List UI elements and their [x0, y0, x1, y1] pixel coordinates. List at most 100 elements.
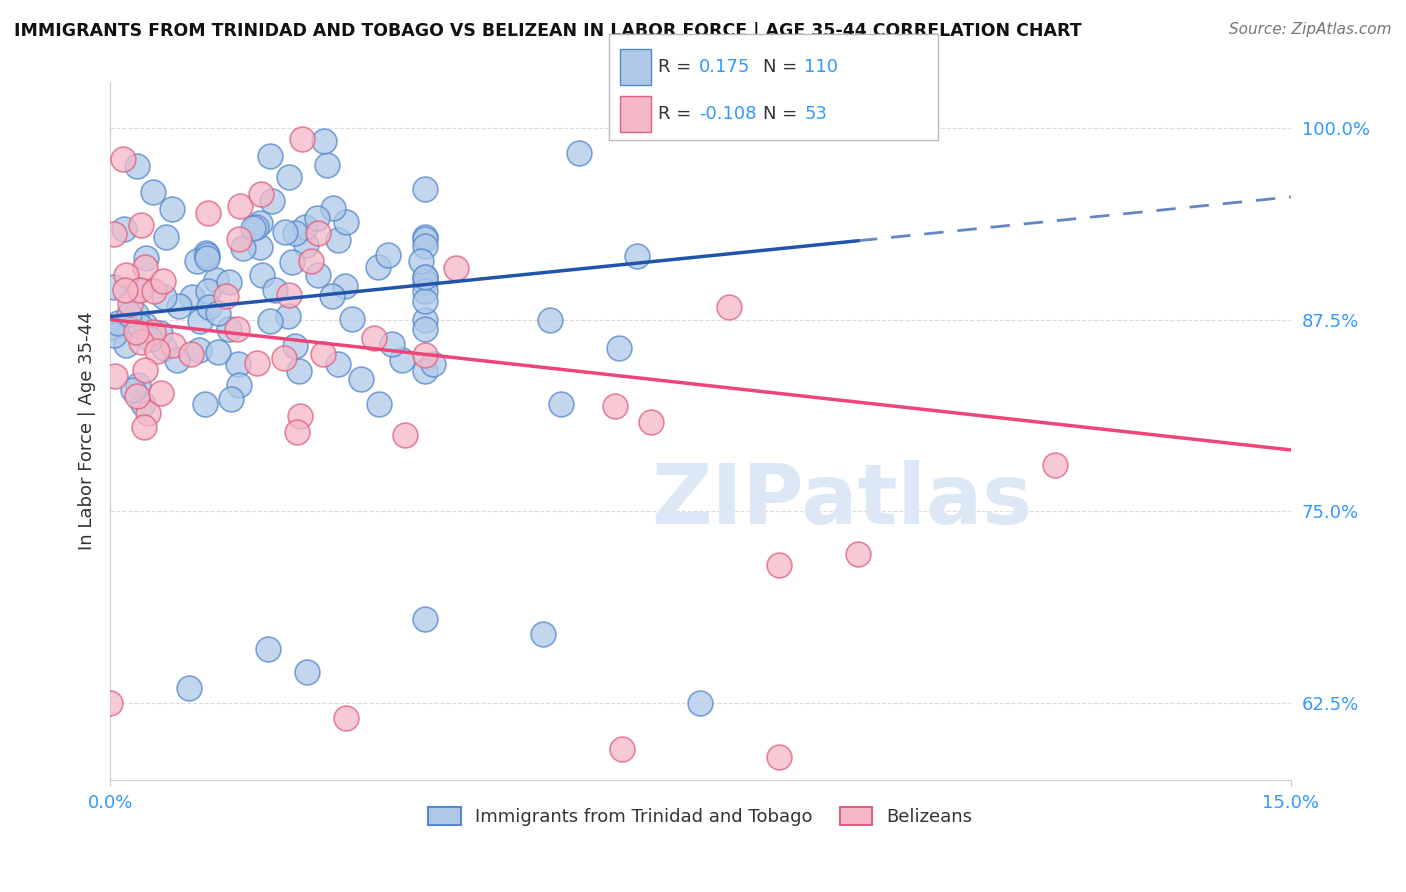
Point [103, 327, 125, 342]
Point [167, 299, 190, 313]
Point [114, 283, 136, 297]
Text: 110: 110 [804, 58, 838, 76]
Point [285, 425, 308, 440]
Point [180, 347, 202, 361]
Text: 53: 53 [804, 105, 827, 123]
Point [295, 237, 318, 252]
Point [128, 283, 150, 297]
Point [205, 272, 228, 286]
Point [273, 351, 295, 366]
Point [250, 187, 273, 202]
Point [232, 241, 254, 255]
Point [413, 239, 436, 253]
Point [413, 312, 436, 326]
Point [118, 308, 141, 322]
Point [768, 749, 790, 764]
Point [195, 246, 218, 260]
Point [146, 344, 169, 359]
Point [413, 348, 436, 362]
Point [197, 284, 219, 298]
Point [281, 255, 304, 269]
Point [229, 199, 252, 213]
Point [444, 260, 467, 275]
Point [142, 325, 165, 339]
Point [125, 307, 148, 321]
Point [107, 317, 129, 331]
Point [186, 253, 208, 268]
Point [188, 343, 211, 357]
Point [259, 149, 281, 163]
Point [215, 289, 238, 303]
Point [153, 290, 176, 304]
Point [291, 132, 314, 146]
Text: N =: N = [763, 105, 803, 123]
Point [312, 347, 335, 361]
Point [413, 181, 436, 195]
Point [288, 364, 311, 378]
Point [413, 270, 436, 285]
Point [607, 341, 630, 355]
Point [277, 288, 299, 302]
Point [307, 211, 329, 225]
Point [568, 146, 591, 161]
Point [718, 300, 741, 314]
Point [115, 268, 138, 283]
Point [142, 185, 165, 199]
Point [409, 253, 432, 268]
Y-axis label: In Labor Force | Age 35-44: In Labor Force | Age 35-44 [79, 311, 96, 550]
Point [316, 158, 339, 172]
Point [188, 314, 211, 328]
Point [259, 314, 281, 328]
Text: N =: N = [763, 58, 803, 76]
Point [139, 333, 162, 347]
Point [363, 331, 385, 345]
Point [207, 306, 229, 320]
Point [328, 233, 350, 247]
Point [288, 409, 311, 423]
Point [603, 400, 626, 414]
Point [626, 249, 648, 263]
Point [249, 216, 271, 230]
Point [218, 322, 240, 336]
Point [118, 297, 141, 311]
Text: -0.108: -0.108 [699, 105, 756, 123]
Point [274, 225, 297, 239]
Point [195, 251, 218, 265]
Point [160, 202, 183, 216]
Point [103, 280, 125, 294]
Point [413, 284, 436, 298]
Point [228, 232, 250, 246]
Point [104, 368, 127, 383]
Point [326, 357, 349, 371]
Point [413, 322, 436, 336]
Point [134, 318, 156, 332]
Text: IMMIGRANTS FROM TRINIDAD AND TOBAGO VS BELIZEAN IN LABOR FORCE | AGE 35-44 CORRE: IMMIGRANTS FROM TRINIDAD AND TOBAGO VS B… [14, 22, 1081, 40]
Point [391, 353, 413, 368]
Point [134, 363, 156, 377]
Point [340, 311, 363, 326]
Point [377, 248, 399, 262]
Point [322, 201, 344, 215]
Point [610, 742, 633, 756]
Point [550, 397, 572, 411]
Text: 0.175: 0.175 [699, 58, 751, 76]
Point [278, 169, 301, 184]
Point [98, 696, 121, 710]
Point [250, 268, 273, 283]
Point [125, 325, 148, 339]
Point [846, 547, 869, 561]
Point [198, 301, 221, 315]
Point [256, 642, 278, 657]
Point [177, 681, 200, 695]
Point [538, 313, 561, 327]
Point [219, 392, 242, 407]
Point [134, 260, 156, 275]
Point [413, 229, 436, 244]
Point [143, 284, 166, 298]
Point [264, 283, 287, 297]
Point [284, 226, 307, 240]
Point [249, 239, 271, 253]
Point [307, 226, 329, 240]
Point [218, 275, 240, 289]
Point [335, 711, 357, 725]
